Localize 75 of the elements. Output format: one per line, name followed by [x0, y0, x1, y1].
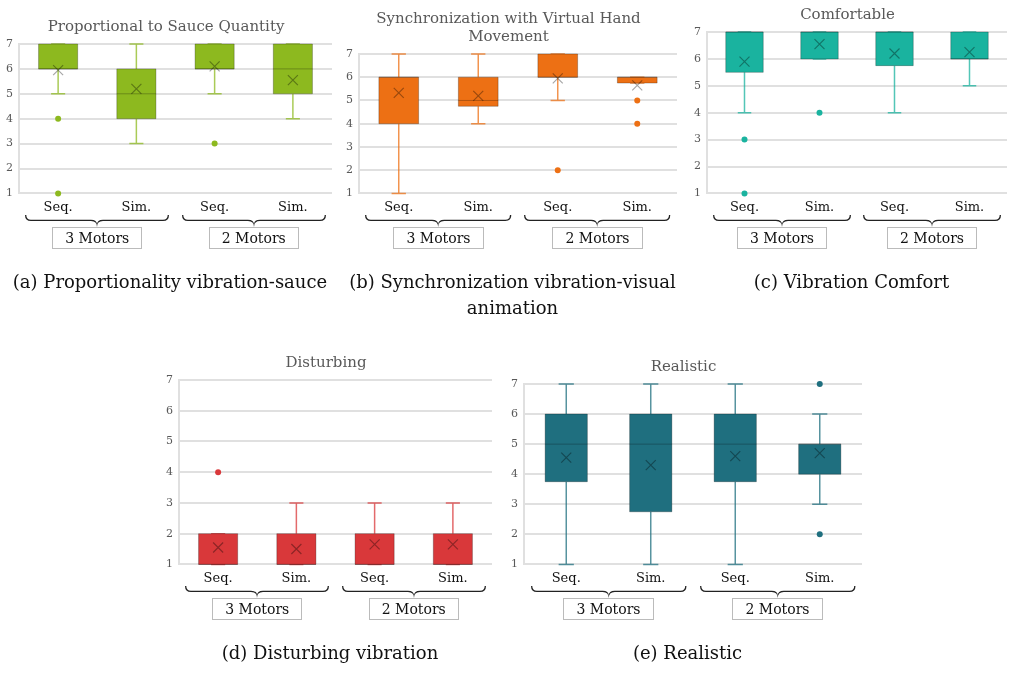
- y-tick-label: 1: [511, 557, 518, 571]
- text: 3 Motors: [393, 227, 484, 250]
- text: 3 Motors: [212, 598, 303, 621]
- y-tick-label: 1: [166, 557, 173, 571]
- x-tick-label: Sim.: [438, 569, 468, 585]
- y-tick-label: 1: [694, 186, 701, 200]
- y-tick-label: 4: [6, 111, 13, 125]
- y-tick-label: 7: [346, 46, 353, 60]
- chart-title: Disturbing: [285, 352, 367, 371]
- y-tick-label: 2: [6, 161, 13, 175]
- chart-title: Synchronization with Virtual Hand Movement: [376, 8, 642, 45]
- y-tick-label: 4: [511, 467, 518, 481]
- y-tick-label: 5: [346, 93, 353, 107]
- text: (d) Disturbing vibration: [220, 641, 440, 665]
- y-tick-label: 6: [346, 70, 353, 84]
- text: 2 Motors: [732, 598, 823, 621]
- y-tick-label: 6: [511, 406, 518, 420]
- x-tick-label: Seq.: [43, 198, 73, 214]
- x-tick-label: Seq.: [203, 569, 233, 585]
- y-tick-label: 1: [346, 186, 353, 200]
- x-tick-label: Seq.: [720, 569, 750, 585]
- x-tick-label: Sim.: [804, 569, 835, 585]
- x-tick-label: Seq.: [384, 198, 414, 214]
- x-tick-label: Seq.: [360, 569, 390, 585]
- y-tick-label: 7: [6, 36, 13, 50]
- text: 2 Motors: [886, 227, 978, 250]
- y-tick-label: 3: [166, 495, 173, 509]
- x-tick-label: Sim.: [278, 198, 308, 214]
- y-tick-label: 3: [511, 497, 518, 511]
- y-tick-label: 2: [346, 163, 353, 177]
- y-tick-label: 6: [694, 51, 701, 65]
- y-tick-label: 1: [6, 186, 13, 200]
- y-tick-label: 7: [511, 376, 518, 390]
- y-tick-label: 3: [6, 136, 13, 150]
- y-tick-label: 4: [346, 116, 353, 130]
- y-tick-label: 6: [166, 403, 173, 417]
- text: (a) Proportionality vibration-sauce: [11, 270, 329, 294]
- y-tick-label: 5: [166, 434, 173, 448]
- y-tick-label: 7: [694, 24, 701, 38]
- text: (e) Realistic: [631, 641, 744, 665]
- y-tick-label: 2: [694, 159, 701, 173]
- y-tick-label: 5: [6, 86, 13, 100]
- y-tick-label: 5: [511, 436, 518, 450]
- x-tick-label: Sim.: [121, 198, 152, 214]
- text: (b) Synchronization vibration-visual animation: [348, 270, 677, 320]
- x-tick-label: Seq.: [729, 198, 760, 214]
- text: 2 Motors: [208, 227, 299, 250]
- x-tick-label: Seq.: [879, 198, 910, 214]
- text: (c) Vibration Comfort: [752, 270, 951, 294]
- y-tick-label: 3: [694, 132, 701, 146]
- y-tick-label: 4: [166, 465, 173, 479]
- chart-title: Realistic: [650, 356, 717, 375]
- x-tick-label: Sim.: [954, 198, 985, 214]
- y-tick-label: 7: [166, 372, 173, 386]
- text: 3 Motors: [52, 227, 143, 250]
- x-tick-label: Seq.: [200, 198, 230, 214]
- x-tick-label: Seq.: [551, 569, 581, 585]
- text: 2 Motors: [552, 227, 643, 250]
- x-tick-label: Sim.: [804, 198, 835, 214]
- y-tick-label: 5: [694, 78, 701, 92]
- y-tick-label: 2: [166, 526, 173, 540]
- x-tick-label: Sim.: [281, 569, 312, 585]
- text: 3 Motors: [563, 598, 654, 621]
- x-tick-label: Sim.: [463, 198, 494, 214]
- y-tick-label: 2: [511, 527, 518, 541]
- y-tick-label: 6: [6, 61, 13, 75]
- y-tick-label: 4: [694, 105, 701, 119]
- x-tick-label: Sim.: [635, 569, 666, 585]
- x-tick-label: Sim.: [622, 198, 653, 214]
- chart-title: Proportional to Sauce Quantity: [47, 16, 285, 35]
- text: 2 Motors: [368, 598, 459, 621]
- x-tick-label: Seq.: [543, 198, 573, 214]
- text: 3 Motors: [736, 227, 828, 250]
- chart-title: Comfortable: [800, 4, 895, 23]
- y-tick-label: 3: [346, 139, 353, 153]
